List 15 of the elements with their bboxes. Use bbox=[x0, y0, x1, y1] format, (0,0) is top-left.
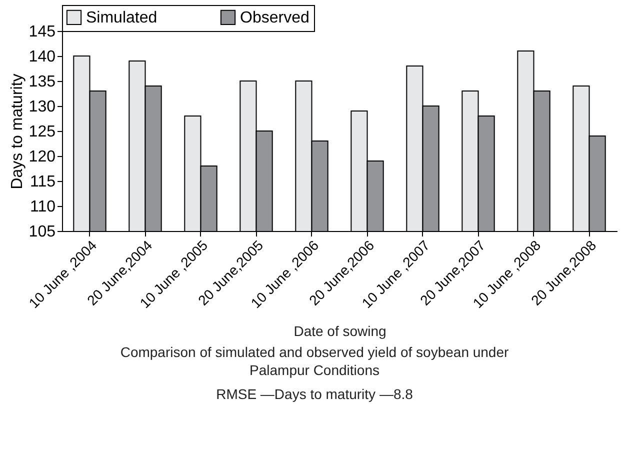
y-tick-label: 115 bbox=[30, 174, 56, 190]
y-tick-label: 130 bbox=[28, 98, 56, 116]
x-axis-title: Date of sowing bbox=[294, 323, 386, 340]
y-tick-label: 125 bbox=[28, 124, 56, 140]
legend-label: Observed bbox=[240, 9, 310, 26]
text: RMSE —Days to maturity —8.8 bbox=[215, 385, 414, 404]
legend-label: Simulated bbox=[86, 9, 158, 26]
y-tick-label: 140 bbox=[28, 48, 56, 66]
y-axis-title: Days to maturity bbox=[8, 74, 26, 190]
y-tick-label: 120 bbox=[28, 148, 56, 166]
text: Comparison of simulated and observed yield of soybean under Palampur Conditions bbox=[119, 343, 510, 380]
y-tick-label: 135 bbox=[28, 74, 56, 90]
y-tick-label: 110 bbox=[30, 198, 56, 216]
y-tick-label: 145 bbox=[28, 24, 56, 40]
y-tick-label: 105 bbox=[28, 224, 56, 240]
